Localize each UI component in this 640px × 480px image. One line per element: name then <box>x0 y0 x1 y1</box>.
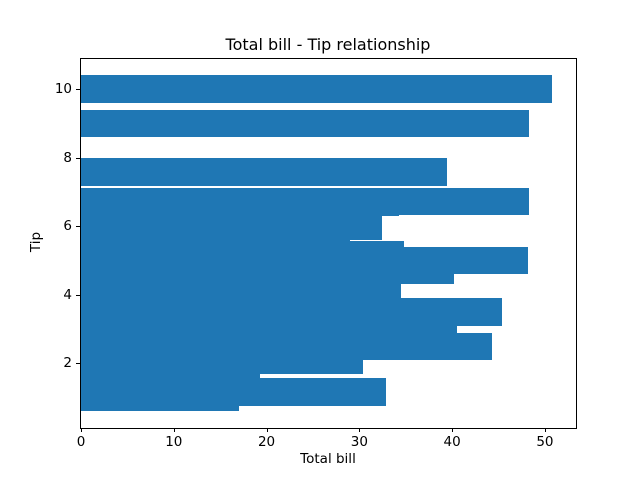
y-tick-mark <box>76 89 80 91</box>
bar <box>81 383 239 412</box>
y-tick-mark <box>76 157 80 159</box>
y-tick-mark <box>76 226 80 228</box>
bar <box>81 158 447 186</box>
x-tick-mark <box>452 428 454 433</box>
plot-area <box>81 59 576 429</box>
x-tick-mark <box>359 428 361 433</box>
x-tick-mark <box>544 428 546 433</box>
axes: 0 10 20 30 40 50 2 4 6 8 10 <box>55 57 577 450</box>
y-tick-mark <box>76 363 80 365</box>
x-tick-label: 0 <box>76 434 86 451</box>
x-tick-label: 10 <box>165 434 183 451</box>
x-tick-mark <box>266 428 268 433</box>
bar <box>81 75 553 103</box>
x-tick-label: 30 <box>350 434 368 451</box>
x-axis-label: Total bill <box>300 451 356 467</box>
y-tick-label: 2 <box>63 355 72 372</box>
x-tick-mark <box>173 428 175 433</box>
y-tick-label: 8 <box>63 149 72 166</box>
bar <box>81 215 351 243</box>
bar <box>81 188 400 216</box>
x-tick-label: 40 <box>443 434 461 451</box>
y-tick-mark <box>76 294 80 296</box>
x-tick-label: 50 <box>536 434 554 451</box>
y-tick-label: 4 <box>63 286 72 303</box>
x-tick-mark <box>81 428 82 433</box>
y-tick-label: 10 <box>54 81 72 98</box>
y-tick-label: 6 <box>63 218 72 235</box>
x-tick-label: 20 <box>257 434 276 451</box>
bar <box>81 109 530 138</box>
y-axis-label: Tip <box>28 231 44 253</box>
chart-title: Total bill - Tip relationship <box>225 35 431 54</box>
